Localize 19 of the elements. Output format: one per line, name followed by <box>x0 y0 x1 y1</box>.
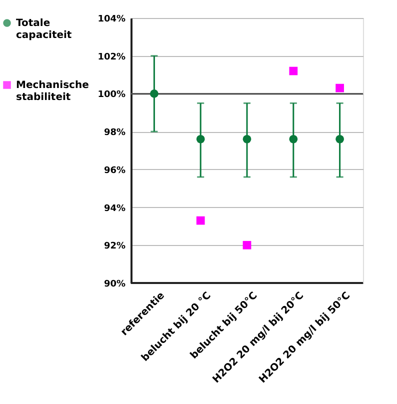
point <box>196 134 205 144</box>
point <box>289 66 298 76</box>
y-tick-label: 92% <box>104 242 126 252</box>
y-tick-label: 102% <box>98 52 126 62</box>
point <box>242 134 252 144</box>
legend-label: Mechanische stabiliteit <box>16 80 90 103</box>
point <box>289 134 298 144</box>
y-tick-label: 96% <box>104 166 126 176</box>
point <box>336 84 344 92</box>
y-tick-label: 104% <box>98 14 126 24</box>
y-tick-label: 98% <box>104 128 126 138</box>
point <box>196 216 205 225</box>
point <box>336 134 344 144</box>
y-tick-label: 94% <box>104 204 126 214</box>
y-tick-label: 90% <box>104 280 126 290</box>
y-tick-label: 100% <box>98 90 126 100</box>
legend-label: Totale capaciteit <box>16 18 72 41</box>
point <box>150 90 158 98</box>
point <box>242 240 252 250</box>
